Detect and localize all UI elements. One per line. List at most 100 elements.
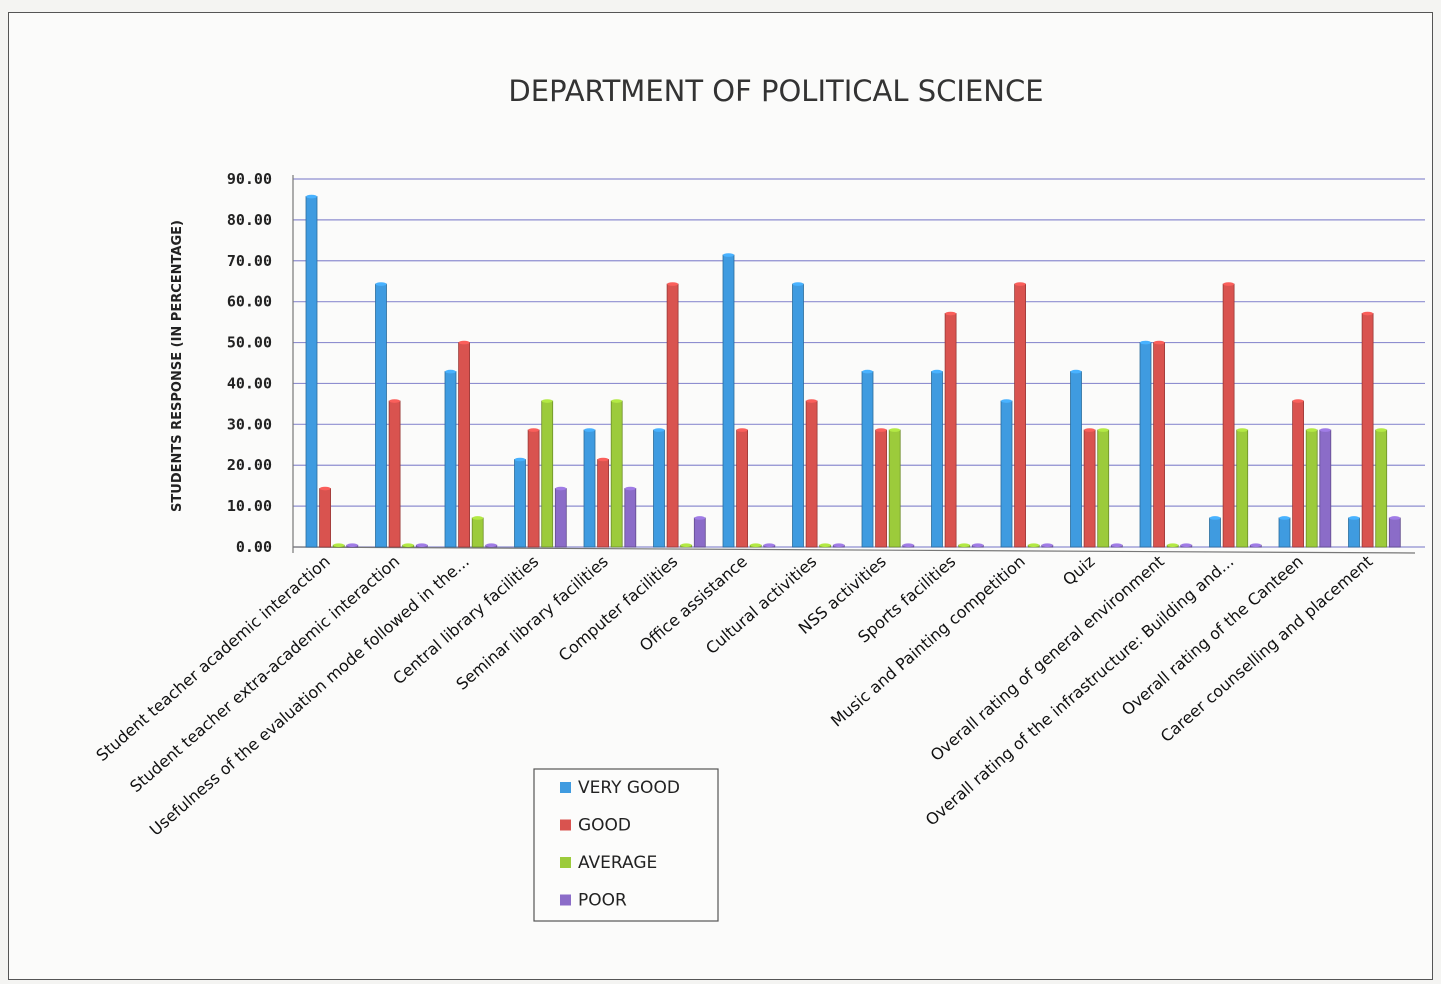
bar-cap xyxy=(902,543,914,547)
y-tick-label: 20.00 xyxy=(227,456,272,474)
bar-cap xyxy=(723,253,734,257)
bar-good xyxy=(736,429,748,548)
bar-very-good xyxy=(1278,517,1291,548)
legend-swatch xyxy=(560,782,571,793)
x-tick-label: Overall rating of general environment xyxy=(927,552,1168,765)
bar-cap xyxy=(375,282,387,286)
legend-swatch xyxy=(560,894,571,906)
bar-cap xyxy=(945,311,957,316)
bar-cap xyxy=(862,369,873,374)
bar-good xyxy=(527,429,540,548)
bar-very-good xyxy=(653,429,665,548)
y-tick-label: 90.00 xyxy=(227,170,272,188)
bar-cap xyxy=(889,428,901,432)
legend-label: POOR xyxy=(578,891,627,911)
bar-poor xyxy=(1388,517,1401,548)
bar-cap xyxy=(763,543,775,547)
bar-good xyxy=(1222,283,1235,548)
bar-cap xyxy=(653,428,665,432)
bar-cap xyxy=(1041,543,1053,547)
bar-cap xyxy=(1014,282,1026,286)
bar-cap xyxy=(931,369,943,374)
bar-cap xyxy=(597,457,609,462)
bar-cap xyxy=(1180,543,1192,547)
x-tick-label: Student teacher academic interaction xyxy=(92,552,333,765)
x-tick-label: Student teacher extra-academic interacti… xyxy=(126,552,403,796)
bar-cap xyxy=(611,399,623,403)
bar-cap xyxy=(306,194,317,199)
bar-cap xyxy=(972,543,984,547)
y-tick-label: 30.00 xyxy=(227,415,272,433)
bar-cap xyxy=(819,543,831,547)
y-tick-label: 40.00 xyxy=(227,374,272,392)
bar-good xyxy=(1083,429,1096,548)
bar-very-good xyxy=(1139,342,1152,548)
legend: VERY GOOD GOOD AVERAGE POOR xyxy=(533,768,719,922)
bar-cap xyxy=(584,428,595,432)
bar-good xyxy=(805,400,818,548)
bar-average xyxy=(1375,429,1388,548)
bar-cap xyxy=(389,399,401,403)
legend-swatch xyxy=(560,819,571,831)
bar-poor xyxy=(624,488,637,548)
bar-very-good xyxy=(444,371,457,548)
y-axis-ticks: 0.00 10.00 20.00 30.00 40.00 50.00 60.00 70.00 8… xyxy=(227,170,272,556)
x-axis-labels: Student teacher academic interactionStud… xyxy=(92,552,1376,840)
bar-poor xyxy=(693,517,706,548)
bar-cap xyxy=(875,428,887,432)
x-tick-label: Usefulness of the evaluation mode follow… xyxy=(146,552,473,840)
x-axis-line xyxy=(292,546,1416,554)
bar-cap xyxy=(1348,516,1360,520)
bar-cap xyxy=(1001,399,1012,403)
bar-cap xyxy=(1140,340,1151,345)
bar-cap xyxy=(1153,340,1165,345)
bar-average xyxy=(541,400,554,548)
bar-cap xyxy=(1084,428,1096,432)
bar-good xyxy=(319,488,332,548)
y-tick-label: 0.00 xyxy=(236,538,272,556)
bar-cap xyxy=(1111,543,1123,547)
bar-cap xyxy=(514,457,526,462)
bar-good xyxy=(597,459,609,548)
bar-cap xyxy=(1319,428,1331,432)
bar-cap xyxy=(1306,428,1318,432)
bar-poor xyxy=(1319,429,1332,548)
bar-cap xyxy=(1279,516,1290,520)
bar-cap xyxy=(319,486,331,491)
bar-good xyxy=(1361,313,1374,548)
bar-cap xyxy=(402,543,414,547)
bar-good xyxy=(1292,400,1304,548)
bar-very-good xyxy=(861,371,874,548)
bar-cap xyxy=(806,399,818,403)
bars xyxy=(305,194,1401,548)
bar-average xyxy=(1305,429,1318,548)
bar-average xyxy=(1097,429,1110,548)
bar-very-good xyxy=(1209,517,1221,548)
bar-cap xyxy=(1028,543,1040,547)
bar-cap xyxy=(541,399,553,403)
chart-frame xyxy=(8,12,1433,980)
bar-good xyxy=(1153,342,1165,548)
bar-cap xyxy=(1236,428,1248,432)
bar-average xyxy=(888,429,901,548)
bar-cap xyxy=(485,543,497,547)
bar-cap xyxy=(1292,399,1304,403)
bar-cap xyxy=(958,543,970,547)
x-tick-label: Computer facilities xyxy=(555,552,681,665)
bar-poor xyxy=(554,488,567,548)
bar-good xyxy=(388,400,401,548)
bar-cap xyxy=(445,369,456,374)
y-tick-label: 60.00 xyxy=(227,293,272,311)
bar-cap xyxy=(1070,369,1082,374)
bar-cap xyxy=(1223,282,1235,286)
bar-very-good xyxy=(375,283,387,548)
bar-very-good xyxy=(1348,517,1360,548)
bar-good xyxy=(944,313,957,548)
x-tick-label: Quiz xyxy=(1059,552,1098,590)
bar-good xyxy=(458,342,471,548)
bar-good xyxy=(1014,283,1026,548)
bar-cap xyxy=(833,543,845,547)
bar-cap xyxy=(555,486,567,491)
bar-very-good xyxy=(514,459,526,548)
